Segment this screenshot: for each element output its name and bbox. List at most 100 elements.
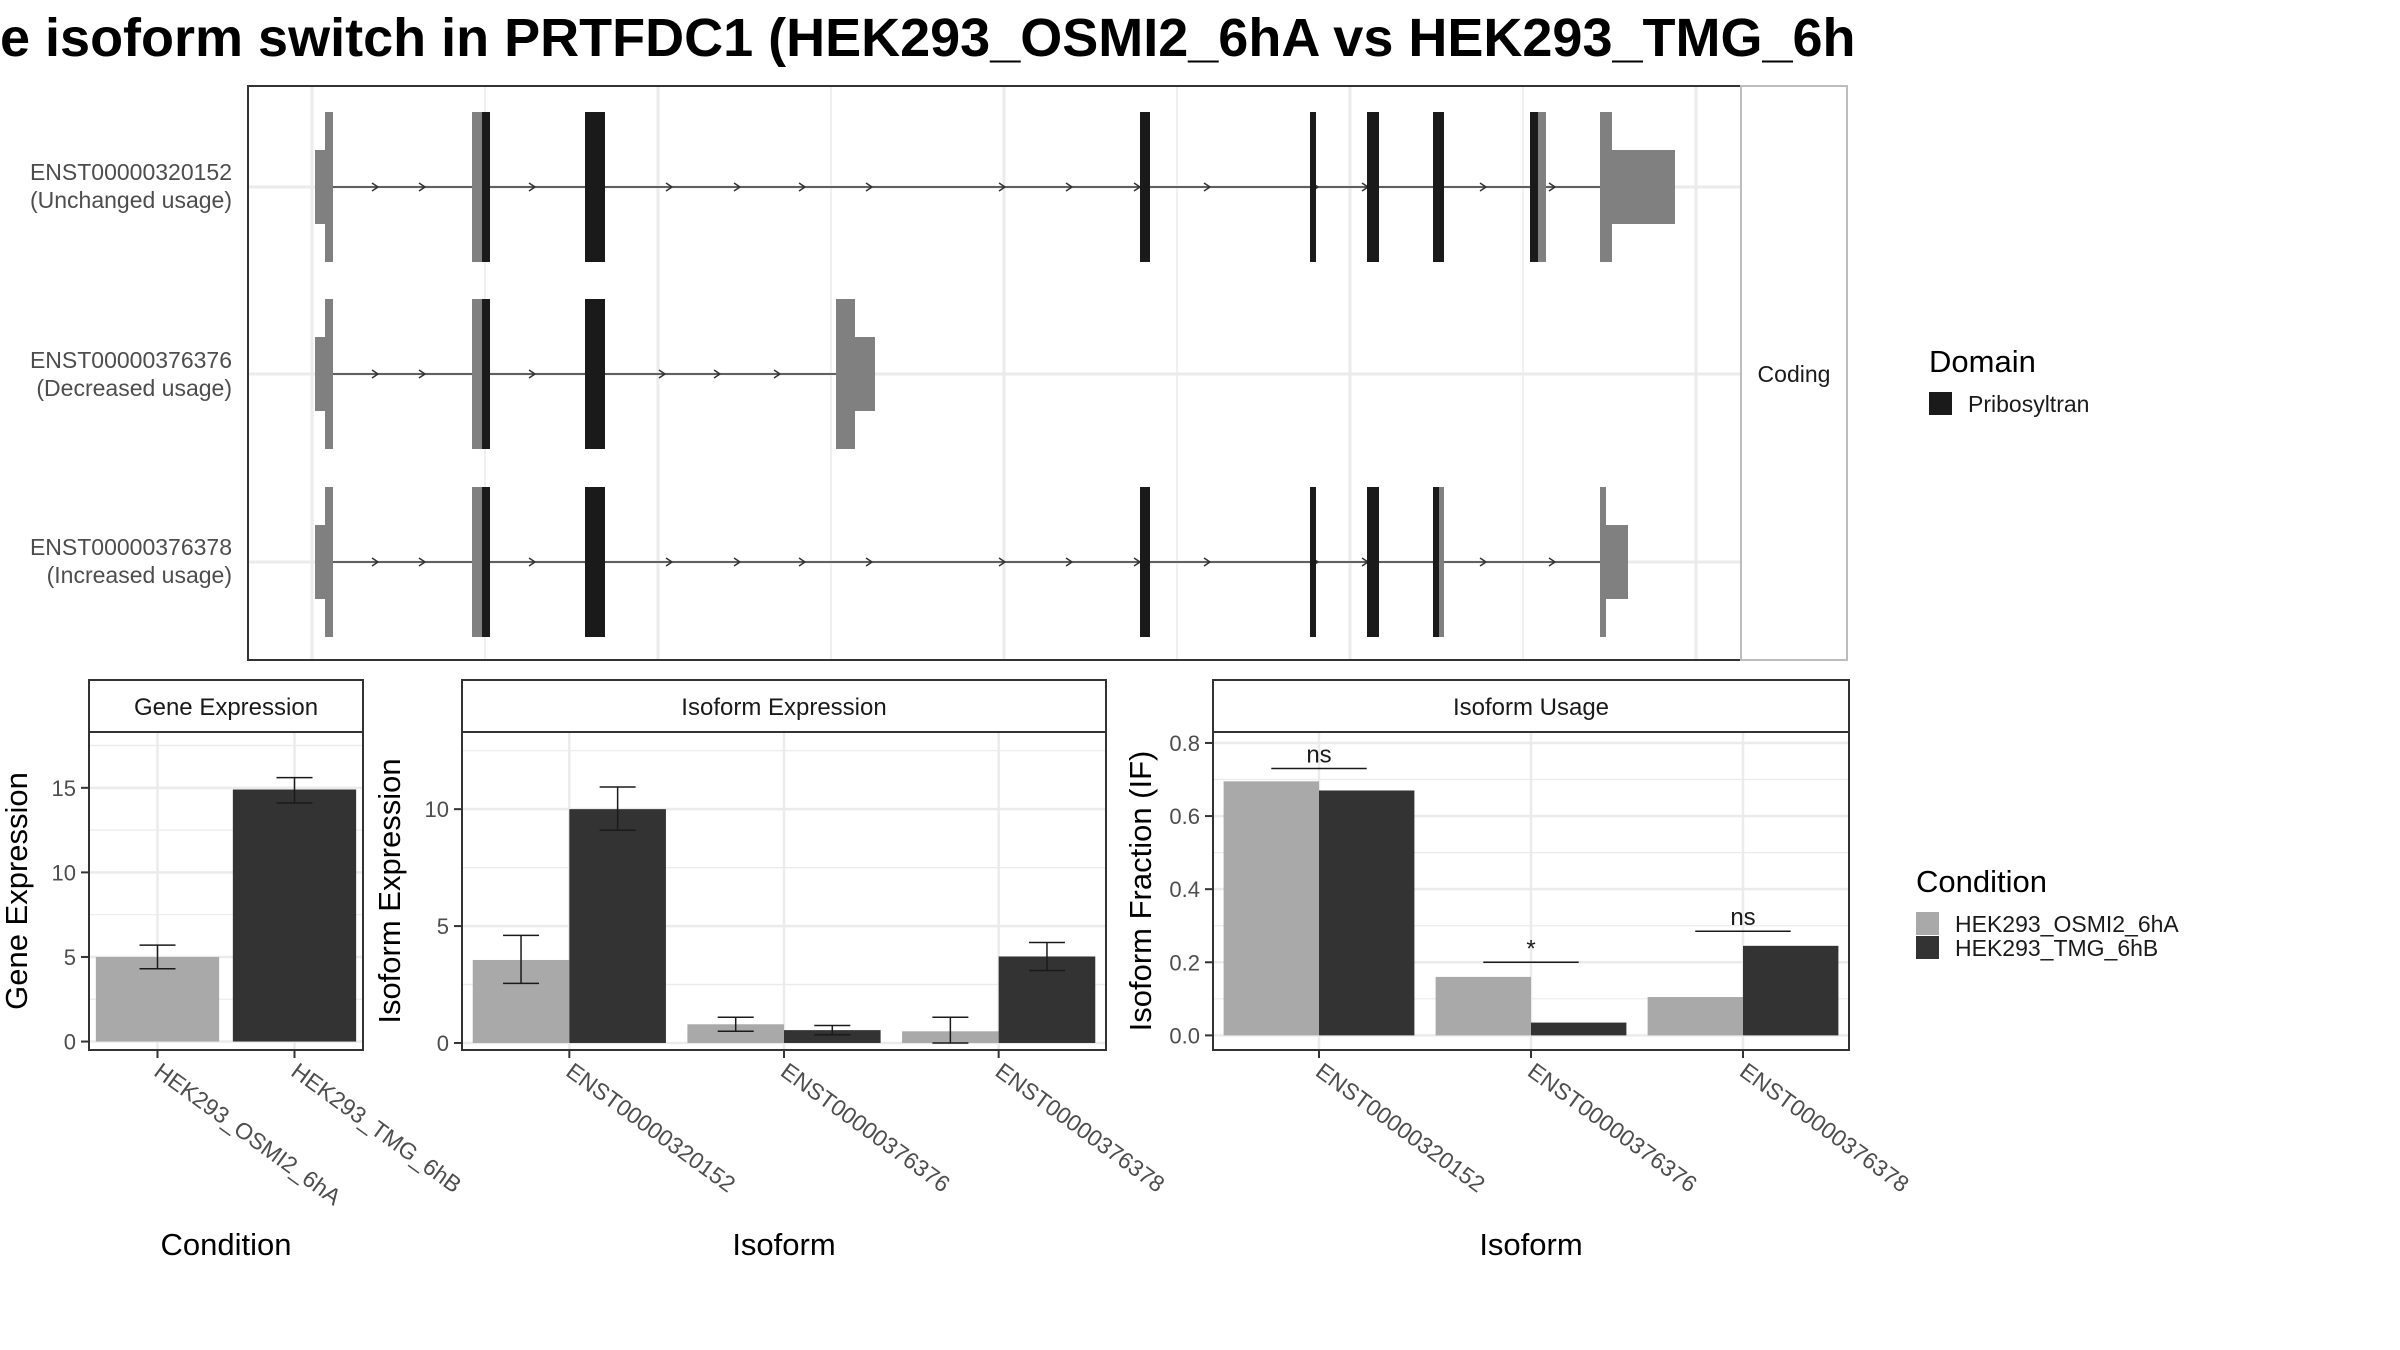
isoform-label-1: ENST00000376376 (Decreased usage) bbox=[30, 347, 232, 401]
intron-arrow bbox=[1203, 182, 1212, 192]
bar bbox=[95, 956, 220, 1042]
x-axis-title: Condition bbox=[161, 1227, 292, 1262]
isoform-usage-2: (Increased usage) bbox=[47, 562, 232, 588]
isoform-track-0 bbox=[315, 112, 1675, 262]
x-tick-label: ENST00000320152 bbox=[1311, 1057, 1490, 1197]
bar-a bbox=[687, 1024, 784, 1043]
condition-legend: Condition HEK293_OSMI2_6hA HEK293_TMG_6h… bbox=[1916, 864, 2179, 961]
y-tick-label: 0.0 bbox=[1169, 1023, 1200, 1048]
intron-arrow bbox=[1479, 182, 1488, 192]
domain-exon bbox=[1310, 112, 1316, 262]
x-axis-title: Isoform bbox=[1479, 1227, 1582, 1262]
y-axis-title: Isoform Expression bbox=[372, 758, 407, 1023]
utr-exon bbox=[1600, 112, 1612, 262]
intron-arrow bbox=[1203, 557, 1212, 567]
utr-exon bbox=[1610, 150, 1675, 224]
intron-arrow bbox=[865, 182, 874, 192]
y-axis-title: Isoform Fraction (IF) bbox=[1123, 751, 1158, 1032]
utr-exon bbox=[836, 299, 855, 449]
bar bbox=[232, 789, 357, 1042]
panel-strip bbox=[1212, 679, 1850, 733]
x-tick-label: ENST00000376378 bbox=[1735, 1057, 1914, 1197]
domain-exon bbox=[482, 112, 490, 262]
y-tick-label: 10 bbox=[52, 860, 76, 885]
intron-arrow bbox=[1548, 557, 1557, 567]
intron-arrow bbox=[998, 182, 1007, 192]
y-tick-label: 0 bbox=[64, 1030, 76, 1055]
isoform-label-2: ENST00000376378 (Increased usage) bbox=[30, 534, 232, 588]
domain-exon bbox=[585, 487, 605, 637]
intron-arrow bbox=[1479, 557, 1488, 567]
utr-exon bbox=[1538, 112, 1546, 262]
condition-legend-key-b bbox=[1916, 936, 1939, 959]
domain-legend-item: Pribosyltran bbox=[1968, 391, 2089, 417]
domain-exon bbox=[1367, 487, 1379, 637]
panel-strip bbox=[461, 679, 1107, 733]
y-tick-label: 0.4 bbox=[1169, 877, 1200, 902]
panel-title: Gene Expression bbox=[134, 694, 318, 721]
isoform-track-2 bbox=[315, 487, 1628, 637]
domain-legend-key bbox=[1929, 392, 1952, 415]
y-tick-label: 0.6 bbox=[1169, 804, 1200, 829]
utr-exon bbox=[1439, 487, 1444, 637]
utr-exon bbox=[325, 487, 333, 637]
domain-exon bbox=[1310, 487, 1316, 637]
intron-arrow bbox=[665, 557, 674, 567]
x-tick-label: ENST00000376378 bbox=[991, 1057, 1170, 1197]
intron-arrow bbox=[798, 182, 807, 192]
condition-legend-item-b: HEK293_TMG_6hB bbox=[1955, 935, 2158, 961]
isoform-id-1: ENST00000376376 bbox=[30, 347, 232, 373]
x-tick-label: ENST00000320152 bbox=[562, 1057, 741, 1197]
bar-b bbox=[1743, 945, 1839, 1036]
condition-legend-item-a: HEK293_OSMI2_6hA bbox=[1955, 911, 2179, 937]
significance-label: * bbox=[1526, 935, 1535, 962]
bar-b bbox=[784, 1030, 881, 1043]
intron-arrow bbox=[528, 369, 537, 379]
isoform-usage-panel: Isoform Usage ns * ns 0.0 0.2 0.4 0.6 0.8 ENST000… bbox=[1123, 679, 1914, 1262]
domain-legend: Domain Pribosyltran bbox=[1929, 344, 2089, 417]
y-tick-label: 10 bbox=[425, 797, 449, 822]
panel-border bbox=[88, 731, 364, 1051]
domain-exon bbox=[482, 299, 490, 449]
intron-arrow bbox=[658, 369, 667, 379]
intron-arrow bbox=[1548, 182, 1557, 192]
intron-arrow bbox=[418, 182, 427, 192]
facet-strip-label: Coding bbox=[1758, 361, 1831, 387]
y-tick-label: 0.8 bbox=[1169, 731, 1200, 756]
panel-strip bbox=[88, 679, 364, 733]
figure-title: e isoform switch in PRTFDC1 (HEK293_OSMI… bbox=[0, 8, 1856, 68]
domain-exon bbox=[585, 299, 605, 449]
y-tick-label: 5 bbox=[64, 945, 76, 970]
intron-arrow bbox=[798, 557, 807, 567]
intron-arrow bbox=[371, 182, 380, 192]
intron-arrow bbox=[713, 369, 722, 379]
panel-title: Isoform Expression bbox=[681, 694, 886, 721]
x-tick-label: ENST00000376376 bbox=[776, 1057, 955, 1197]
domain-exon bbox=[1433, 487, 1440, 637]
intron-arrow bbox=[733, 557, 742, 567]
y-tick-label: 0 bbox=[437, 1031, 449, 1056]
utr-exon bbox=[325, 112, 333, 262]
isoform-usage-1: (Decreased usage) bbox=[36, 375, 232, 401]
intron-arrow bbox=[773, 369, 782, 379]
utr-exon bbox=[1604, 525, 1628, 599]
bar-a bbox=[1223, 781, 1319, 1036]
panel-title: Isoform Usage bbox=[1453, 694, 1609, 721]
isoform-id-0: ENST00000320152 bbox=[30, 159, 232, 185]
y-tick-label: 15 bbox=[52, 776, 76, 801]
utr-exon bbox=[852, 337, 875, 411]
domain-exon bbox=[482, 487, 490, 637]
intron-arrow bbox=[665, 182, 674, 192]
isoform-id-2: ENST00000376378 bbox=[30, 534, 232, 560]
utr-exon bbox=[325, 299, 333, 449]
y-tick-label: 0.2 bbox=[1169, 950, 1200, 975]
intron-arrow bbox=[528, 182, 537, 192]
structure-tracks bbox=[315, 112, 1675, 637]
intron-arrow bbox=[418, 557, 427, 567]
bar-b bbox=[1531, 1022, 1627, 1036]
domain-exon bbox=[1140, 487, 1150, 637]
x-tick-label: ENST00000376376 bbox=[1523, 1057, 1702, 1197]
utr-exon bbox=[1600, 487, 1606, 637]
